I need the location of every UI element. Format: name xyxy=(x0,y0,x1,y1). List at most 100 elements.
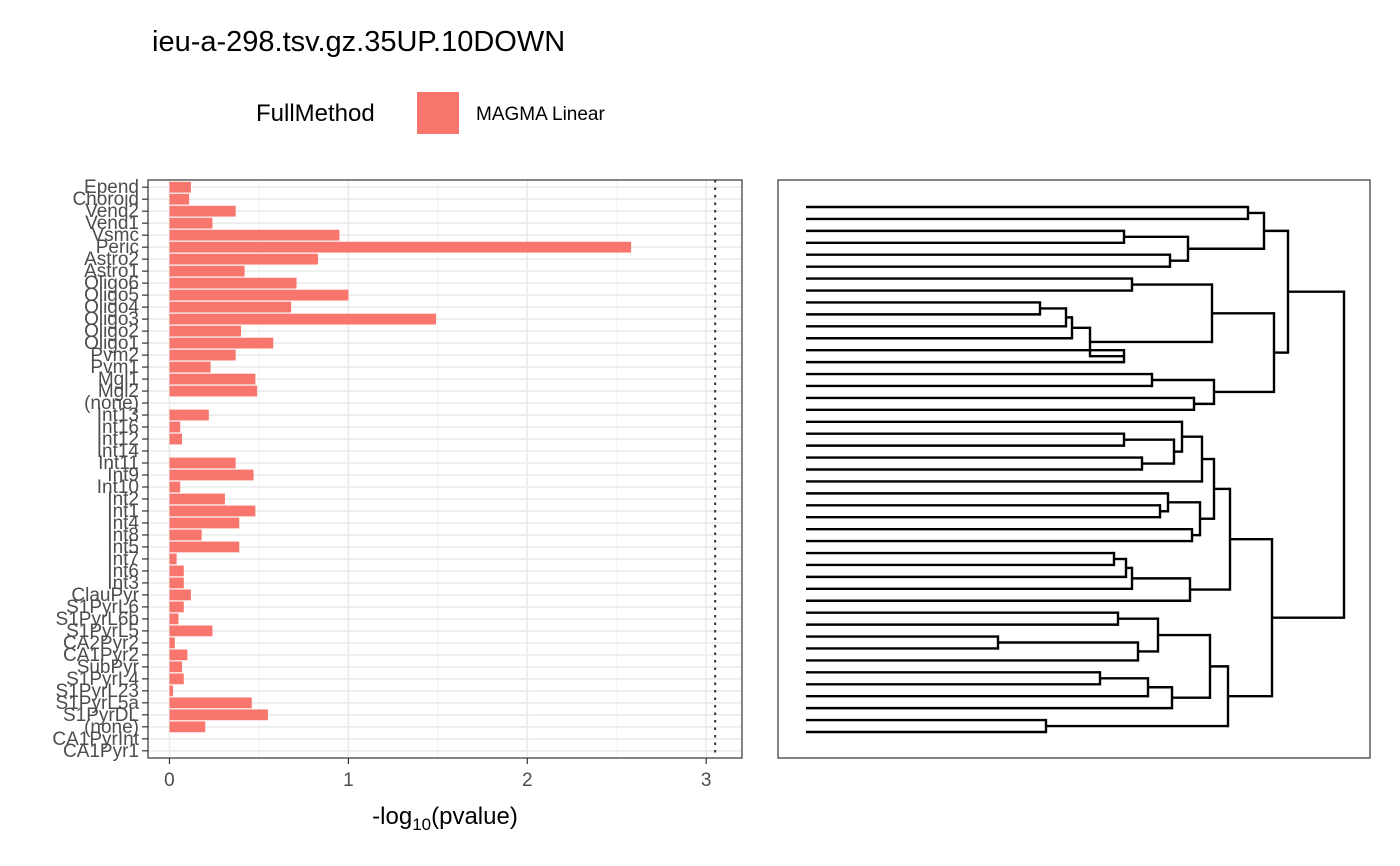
bar xyxy=(169,337,274,349)
bar xyxy=(169,313,437,325)
chart-title: ieu-a-298.tsv.gz.35UP.10DOWN xyxy=(152,26,566,58)
y-tick-label: Mgl2 xyxy=(98,381,139,402)
bar xyxy=(169,265,245,277)
bar xyxy=(169,277,297,289)
y-tick-label: Oligo1 xyxy=(84,333,139,354)
bar xyxy=(169,685,174,697)
bar xyxy=(169,565,184,577)
bar-panel: EpendChoroidVend2Vend1VsmcPericAstro2Ast… xyxy=(52,177,743,834)
bar xyxy=(169,505,256,517)
y-tick-label: CA2Pyr2 xyxy=(63,633,139,654)
y-tick-label: S1PyrL5 xyxy=(66,621,139,642)
y-tick-label: Vsmc xyxy=(92,225,140,246)
y-tick-label: Pvm2 xyxy=(90,345,139,366)
bar xyxy=(169,601,184,613)
y-tick-label: CA1PyrInt xyxy=(52,729,139,750)
bar xyxy=(169,721,206,733)
y-tick-label: Vend1 xyxy=(85,213,139,234)
y-tick-label: CA1Pyr2 xyxy=(63,645,139,666)
plot-border xyxy=(147,179,743,759)
y-tick-label: Int8 xyxy=(107,525,139,546)
y-tick-label: Pvm1 xyxy=(90,357,139,378)
y-tick-label: SubPyr xyxy=(77,657,140,678)
bar xyxy=(169,289,349,301)
y-tick-label: Int14 xyxy=(97,441,140,462)
y-tick-label: ClauPyr xyxy=(71,585,139,606)
bar xyxy=(169,517,240,529)
x-tick-label: 1 xyxy=(343,770,354,791)
y-tick-label: Int6 xyxy=(107,561,139,582)
y-tick-label: Mgl1 xyxy=(98,369,139,390)
legend-label-magma-linear: MAGMA Linear xyxy=(476,104,605,125)
y-tick-label: Int5 xyxy=(107,537,139,558)
y-tick-label: Int2 xyxy=(107,489,139,510)
bar xyxy=(169,421,181,433)
bar xyxy=(169,637,175,649)
y-tick-label: S1PyrL6b xyxy=(56,609,139,630)
y-tick-label: Int11 xyxy=(98,453,139,474)
y-tick-label: Int9 xyxy=(107,465,139,486)
y-tick-label: Oligo5 xyxy=(84,285,139,306)
bar xyxy=(169,409,209,421)
bar xyxy=(169,181,191,193)
bar xyxy=(169,325,242,337)
y-tick-label: Astro1 xyxy=(84,261,139,282)
y-tick-label: Oligo4 xyxy=(84,297,139,318)
plot-background xyxy=(148,180,742,758)
bar xyxy=(169,697,252,709)
bar xyxy=(169,709,268,721)
bar xyxy=(169,541,240,553)
y-tick-label: Int7 xyxy=(107,549,139,570)
bar xyxy=(169,553,177,565)
bar xyxy=(169,229,340,241)
bar xyxy=(169,457,236,469)
x-tick-label: 2 xyxy=(522,770,533,791)
x-axis-title: -log10(pvalue) xyxy=(372,803,518,834)
bar xyxy=(169,205,236,217)
y-tick-label: CA1Pyr1 xyxy=(63,741,139,762)
bar xyxy=(169,481,181,493)
legend-key-magma-linear xyxy=(417,92,459,134)
bar xyxy=(169,433,182,445)
y-tick-label: S1PyrL6 xyxy=(66,597,139,618)
bar xyxy=(169,493,225,505)
y-tick-label: S1PyrL5a xyxy=(56,693,140,714)
y-tick-label: Oligo6 xyxy=(84,273,139,294)
bar xyxy=(169,649,188,661)
bar xyxy=(169,253,318,265)
bar xyxy=(169,301,292,313)
bar xyxy=(169,349,236,361)
bar xyxy=(169,577,184,589)
y-tick-label: Peric xyxy=(96,237,139,258)
bar xyxy=(169,589,191,601)
y-tick-label: Vend2 xyxy=(85,201,139,222)
y-tick-label: Epend xyxy=(84,177,139,198)
y-tick-label: Int4 xyxy=(107,513,139,534)
y-tick-label: S1PyrDL xyxy=(63,705,139,726)
bar xyxy=(169,613,179,625)
legend-title: FullMethod xyxy=(256,100,375,127)
y-tick-label: (none) xyxy=(84,717,139,738)
bar xyxy=(169,361,211,373)
bar xyxy=(169,373,256,385)
y-tick-label: Choroid xyxy=(72,189,139,210)
bar xyxy=(169,529,202,541)
x-tick-label: 0 xyxy=(164,770,175,791)
y-tick-label: Int12 xyxy=(97,429,139,450)
y-tick-label: Int13 xyxy=(97,405,139,426)
dendrogram-panel xyxy=(777,179,1371,759)
y-tick-label: Oligo2 xyxy=(84,321,139,342)
bar xyxy=(169,661,182,673)
y-tick-label: Int10 xyxy=(97,477,139,498)
y-tick-label: Int1 xyxy=(107,501,139,522)
y-tick-label: Oligo3 xyxy=(84,309,139,330)
bar xyxy=(169,217,213,229)
y-tick-label: Int16 xyxy=(97,417,139,438)
bar xyxy=(169,625,213,637)
y-tick-label: Astro2 xyxy=(84,249,139,270)
bar xyxy=(169,241,632,253)
y-tick-label: S1PyrL23 xyxy=(56,681,139,702)
y-tick-label: S1PyrL4 xyxy=(66,669,139,690)
y-tick-label: (none) xyxy=(84,393,139,414)
